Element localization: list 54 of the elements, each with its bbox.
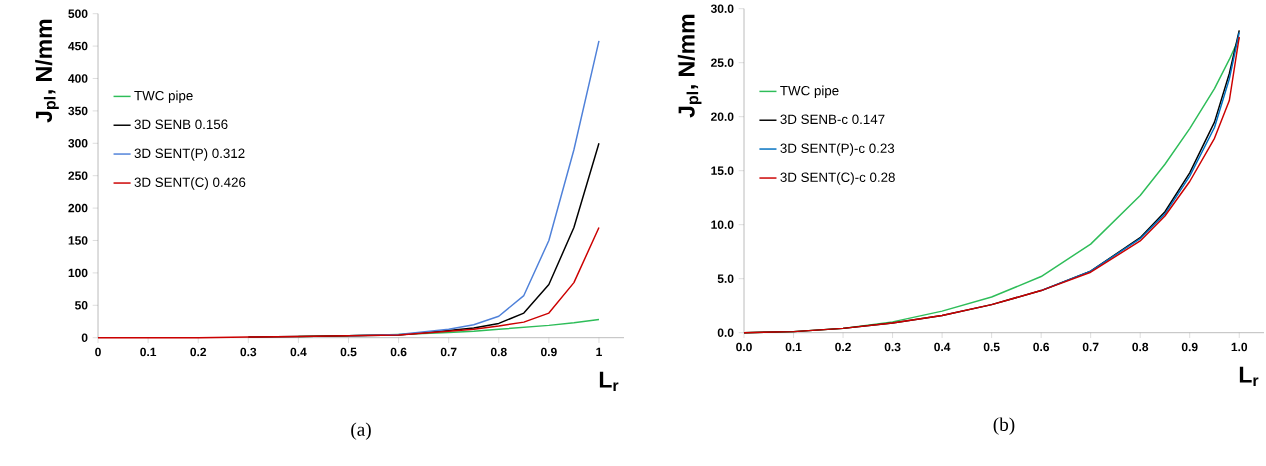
y-axis-title: J$_{pl}$, N/mm <box>677 15 702 118</box>
x-tick-label: 0.1 <box>785 342 802 352</box>
x-tick-label: 1 <box>596 347 602 357</box>
y-tick-label: 250 <box>68 171 88 181</box>
legend-label: 3D SENT(C) 0.426 <box>134 177 246 190</box>
x-tick-label: 0.1 <box>140 347 157 357</box>
legend-label: 3D SENT(P)-c 0.23 <box>780 143 895 156</box>
x-tick-label: 0.2 <box>835 342 851 352</box>
x-tick-label: 0.4 <box>290 347 307 357</box>
y-tick-label: 15.0 <box>711 166 734 176</box>
x-tick-label: 0.8 <box>490 347 507 357</box>
x-tick-label: 1.0 <box>1231 342 1248 352</box>
y-tick-label: 200 <box>68 204 88 213</box>
x-tick-label: 0.9 <box>1181 342 1198 352</box>
x-tick-label: 0.3 <box>884 342 901 352</box>
legend-label: 3D SENT(C)-c 0.28 <box>780 172 895 185</box>
x-tick-label: 0.3 <box>240 347 257 357</box>
x-tick-label: 0.7 <box>440 347 457 357</box>
legend-label: TWC pipe <box>134 90 193 104</box>
y-tick-label: 0.0 <box>717 328 734 338</box>
y-tick-label: 20.0 <box>711 112 734 122</box>
y-tick-label: 30.0 <box>710 4 734 14</box>
y-tick-label: 5.0 <box>717 274 734 284</box>
text: (b) <box>993 417 1015 435</box>
x-tick-label: 0.8 <box>1132 342 1149 352</box>
y-tick-label: 50 <box>75 301 88 310</box>
x-axis-title: L$_{r}$ <box>1239 366 1259 387</box>
x-tick-label: 0.6 <box>390 347 407 357</box>
y-tick-label: 25.0 <box>711 58 734 68</box>
text: (a) <box>351 422 371 440</box>
x-tick-label: 0.6 <box>1033 342 1050 352</box>
x-tick-label: 0 <box>95 347 101 357</box>
y-tick-label: 0 <box>81 333 88 343</box>
legend-label: TWC pipe <box>780 85 839 99</box>
y-tick-label: 450 <box>68 42 88 51</box>
x-tick-label: 0.7 <box>1082 342 1099 352</box>
y-tick-label: 350 <box>68 106 88 116</box>
y-axis-title: J$_{pl}$, N/mm <box>35 20 59 123</box>
x-tick-label: 0.4 <box>934 342 951 352</box>
x-tick-label: 0.2 <box>190 347 207 357</box>
x-tick-label: 0.0 <box>736 342 752 352</box>
x-axis-title: L$_{r}$ <box>599 371 619 392</box>
x-tick-label: 0.9 <box>541 347 557 357</box>
legend-label: 3D SENB-c 0.147 <box>780 114 885 125</box>
y-tick-label: 300 <box>68 139 88 148</box>
y-tick-label: 100 <box>68 268 88 278</box>
y-tick-label: 500 <box>68 9 88 19</box>
y-tick-label: 10.0 <box>711 220 734 230</box>
y-tick-label: 150 <box>68 236 88 245</box>
x-tick-label: 0.5 <box>340 347 357 357</box>
legend-label: 3D SENB 0.156 <box>134 119 228 130</box>
legend-label: 3D SENT(P) 0.312 <box>134 148 245 161</box>
x-tick-label: 0.5 <box>983 342 1000 352</box>
y-tick-label: 400 <box>68 74 88 83</box>
